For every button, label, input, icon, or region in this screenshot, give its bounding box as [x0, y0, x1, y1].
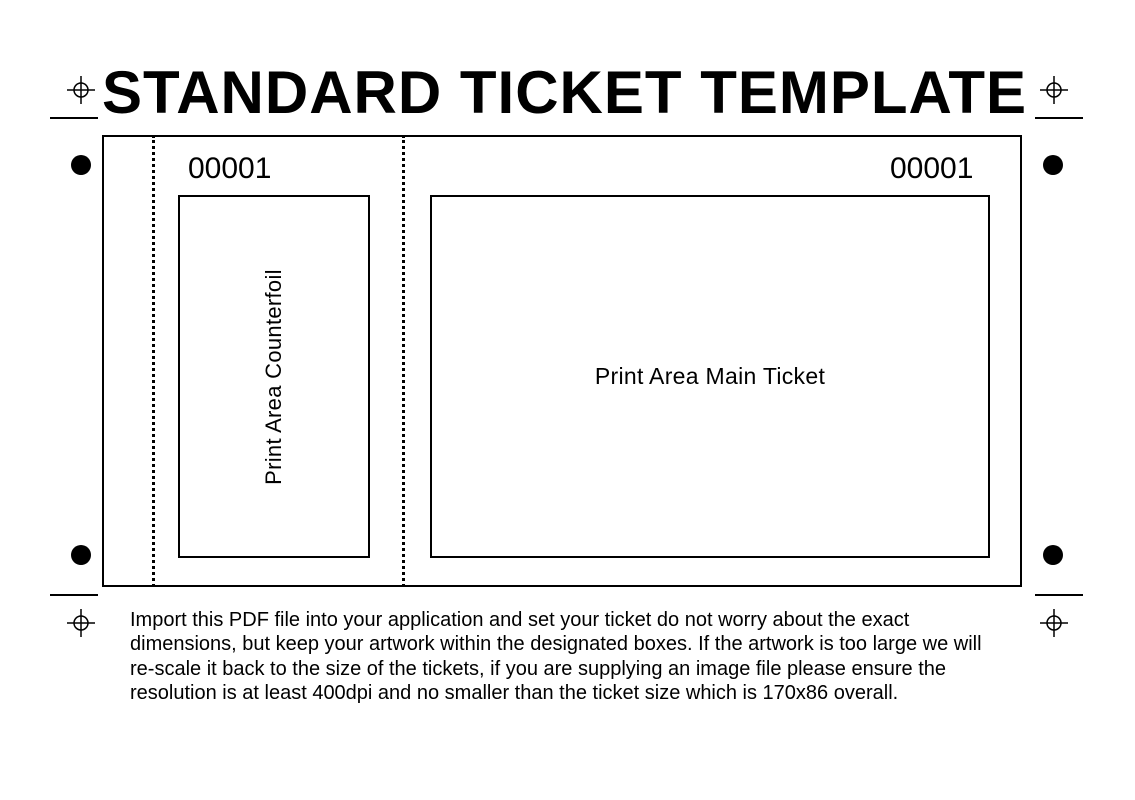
crop-mark	[50, 117, 98, 119]
main-area-label: Print Area Main Ticket	[595, 363, 825, 390]
registration-mark-icon	[67, 76, 95, 104]
counterfoil-label: Print Area Counterfoil	[261, 269, 287, 485]
registration-dot-icon	[1043, 545, 1063, 565]
ticket-number-right: 00001	[890, 152, 973, 186]
registration-mark-icon	[1040, 76, 1068, 104]
perforation-line	[152, 135, 155, 587]
main-print-area: Print Area Main Ticket	[430, 195, 990, 558]
registration-dot-icon	[71, 545, 91, 565]
crop-mark	[1035, 594, 1083, 596]
registration-mark-icon	[67, 609, 95, 637]
registration-dot-icon	[1043, 155, 1063, 175]
perforation-line	[402, 135, 405, 587]
crop-mark	[1035, 117, 1083, 119]
registration-mark-icon	[1040, 609, 1068, 637]
ticket-number-left: 00001	[188, 152, 271, 186]
template-title: STANDARD TICKET TEMPLATE	[102, 58, 1022, 127]
counterfoil-print-area: Print Area Counterfoil	[178, 195, 370, 558]
instruction-text: Import this PDF file into your applicati…	[130, 608, 1010, 706]
registration-dot-icon	[71, 155, 91, 175]
ticket-template-canvas: STANDARD TICKET TEMPLATE 00001 00001 Pri…	[0, 0, 1135, 800]
crop-mark	[50, 594, 98, 596]
